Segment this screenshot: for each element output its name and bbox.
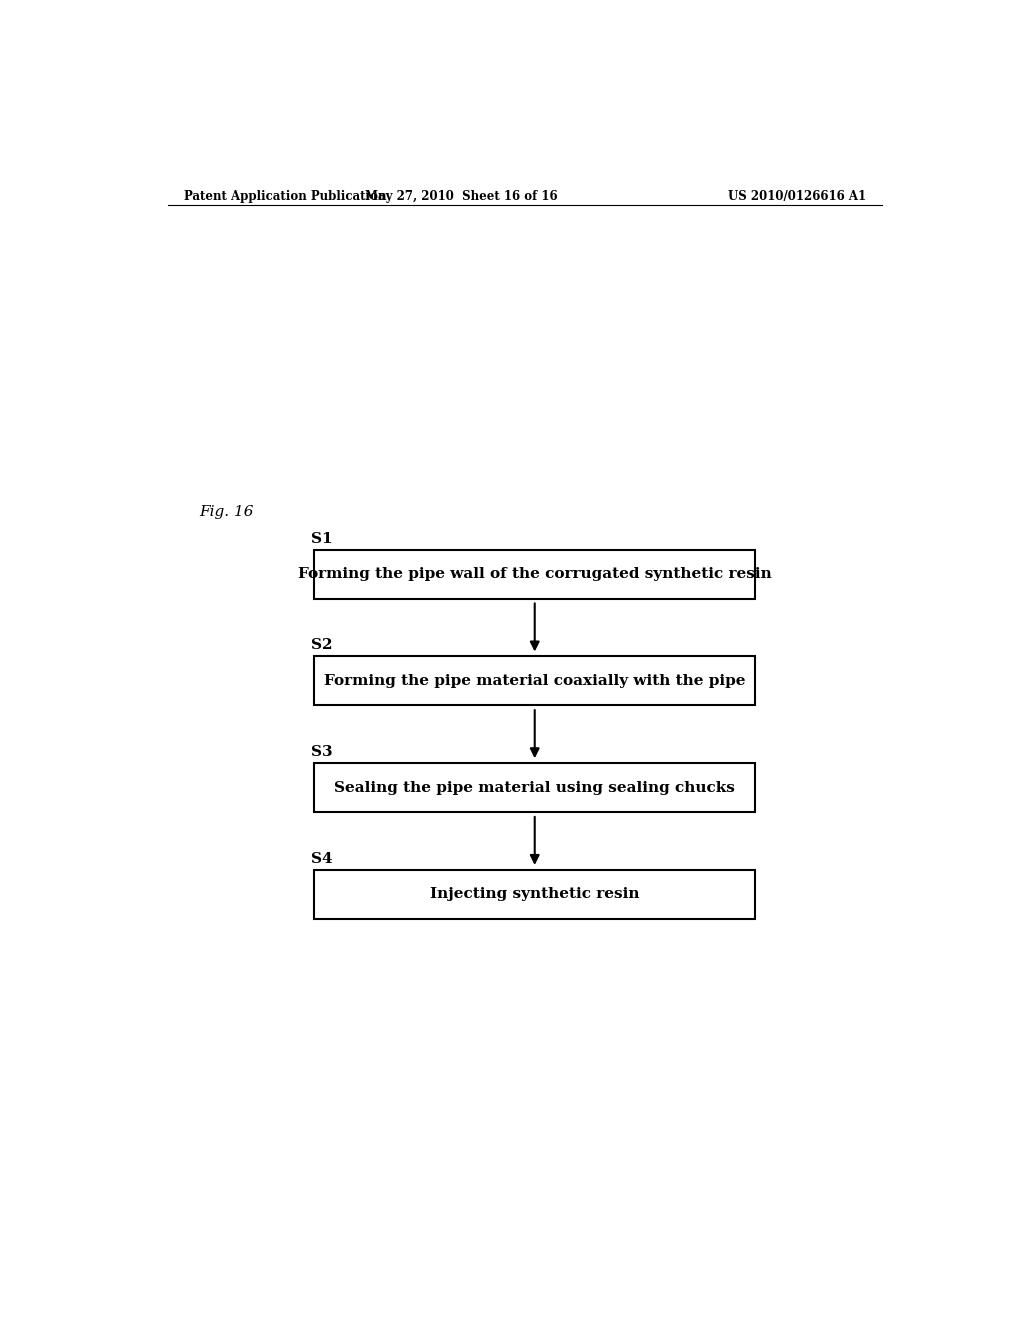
Text: US 2010/0126616 A1: US 2010/0126616 A1: [728, 190, 866, 202]
Text: Fig. 16: Fig. 16: [200, 506, 254, 519]
Text: S4: S4: [310, 851, 332, 866]
Bar: [314, 656, 755, 705]
Text: Forming the pipe wall of the corrugated synthetic resin: Forming the pipe wall of the corrugated …: [298, 568, 772, 581]
Text: Sealing the pipe material using sealing chucks: Sealing the pipe material using sealing …: [334, 780, 735, 795]
Bar: [314, 549, 755, 598]
Text: S3: S3: [310, 744, 332, 759]
Text: S2: S2: [310, 639, 332, 652]
Text: Injecting synthetic resin: Injecting synthetic resin: [430, 887, 639, 902]
Text: Patent Application Publication: Patent Application Publication: [183, 190, 386, 202]
Bar: [314, 870, 755, 919]
Text: S1: S1: [310, 532, 332, 545]
Text: Forming the pipe material coaxially with the pipe: Forming the pipe material coaxially with…: [324, 673, 745, 688]
Text: May 27, 2010  Sheet 16 of 16: May 27, 2010 Sheet 16 of 16: [365, 190, 558, 202]
Bar: [314, 763, 755, 812]
